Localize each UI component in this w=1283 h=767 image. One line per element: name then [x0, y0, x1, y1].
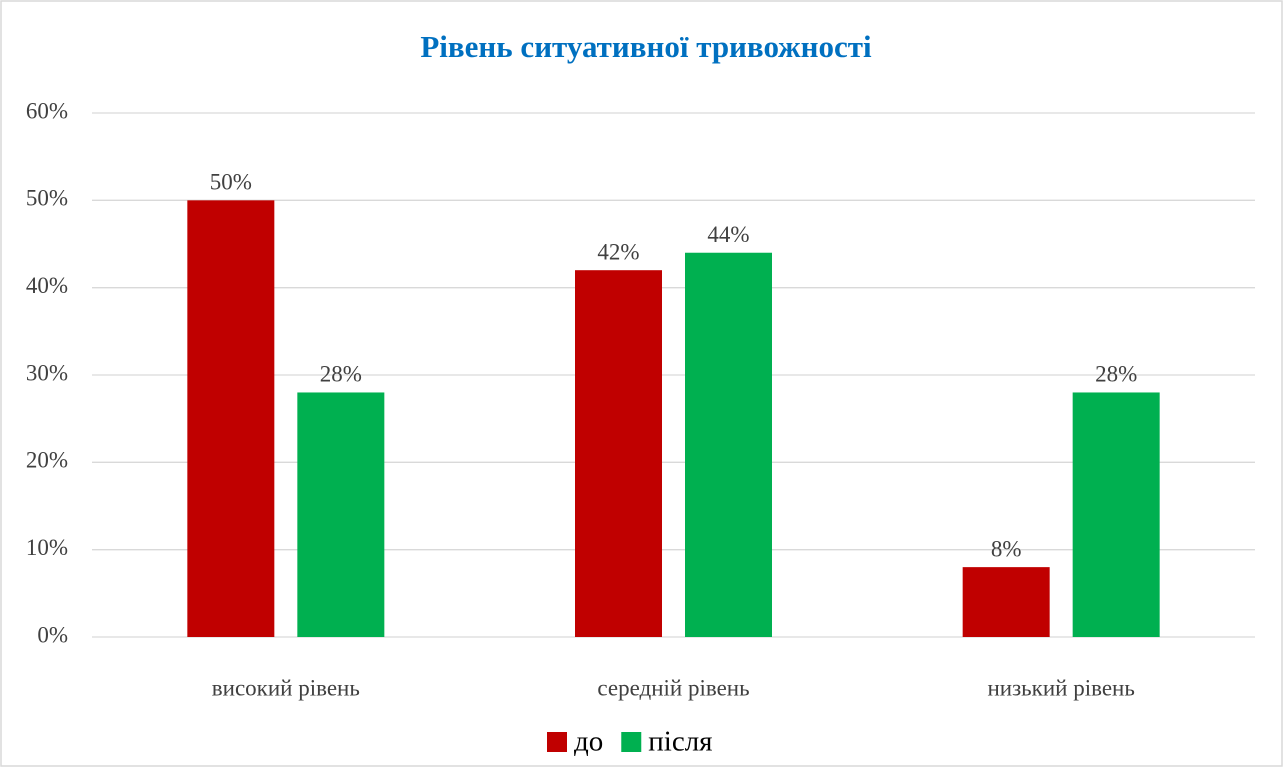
- bar: [297, 392, 385, 637]
- y-tick-label: 50%: [26, 186, 68, 211]
- data-label: 50%: [210, 170, 252, 195]
- y-tick-label: 0%: [37, 622, 68, 647]
- y-tick-label: 40%: [26, 273, 68, 298]
- legend-swatch: [547, 732, 567, 752]
- data-label: 42%: [597, 239, 639, 264]
- x-tick-label: низький рівень: [987, 675, 1134, 700]
- legend-label: після: [648, 726, 712, 758]
- legend-swatch: [621, 732, 642, 752]
- bar: [575, 270, 662, 637]
- data-label: 28%: [320, 362, 362, 387]
- y-tick-label: 60%: [26, 98, 68, 123]
- legend-label: до: [574, 726, 603, 758]
- bar: [962, 567, 1050, 637]
- data-label: 28%: [1095, 362, 1137, 387]
- x-tick-label: високий рівень: [212, 675, 360, 700]
- chart-title: Рівень ситуативної тривожності: [420, 29, 872, 64]
- data-label: 44%: [707, 222, 749, 247]
- y-tick-label: 10%: [26, 535, 68, 560]
- bar: [685, 252, 772, 637]
- bar: [1072, 392, 1160, 637]
- y-tick-label: 20%: [26, 448, 68, 473]
- y-tick-label: 30%: [26, 360, 68, 385]
- bar: [187, 200, 275, 638]
- data-label: 8%: [991, 536, 1022, 561]
- x-tick-label: середній рівень: [597, 675, 749, 700]
